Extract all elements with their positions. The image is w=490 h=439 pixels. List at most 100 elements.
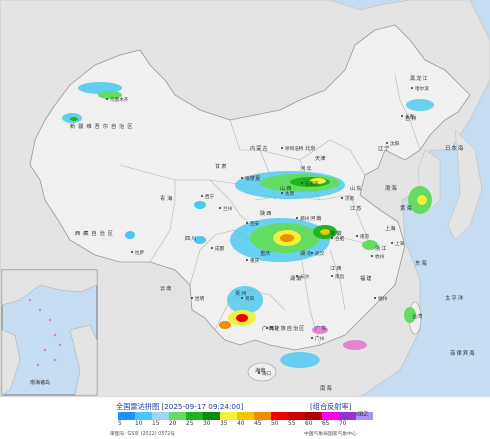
city-label: 武汉 (315, 250, 325, 257)
legend-title-row: 全国雷达拼图 [2025-09-17 09:24:00] [组合反射率] (110, 401, 370, 413)
city-label: 哈尔滨 (415, 85, 429, 92)
city-marker (246, 222, 248, 224)
city-marker (401, 115, 403, 117)
color-swatch (186, 412, 203, 420)
agency-name: 中国气象局国家气象中心 (304, 432, 357, 437)
city-label: 石家庄 (305, 180, 319, 187)
scale-tick-label: 5 (118, 421, 122, 427)
echo-north-china (235, 171, 345, 199)
echo-southwest (219, 286, 263, 329)
inset-land-sea (1, 329, 21, 396)
province-label: 甘肃 (215, 162, 227, 170)
echo-misc (125, 201, 378, 250)
color-swatch (152, 412, 169, 420)
city-marker (241, 297, 243, 299)
sea-label: 太平洋 (445, 294, 464, 302)
echo-central-china (230, 218, 337, 262)
province-label: 江苏 (350, 204, 362, 212)
city-marker (411, 87, 413, 89)
city-label: 西安 (250, 220, 260, 227)
city-marker (281, 147, 283, 149)
city-marker (241, 177, 243, 179)
province-label: 青海 (160, 194, 174, 202)
province-label: 西藏自治区 (75, 229, 116, 237)
color-swatch (356, 412, 373, 420)
sea-label: 黄海 (400, 204, 413, 212)
city-marker (131, 251, 133, 253)
province-label: 安徽 (330, 229, 342, 237)
city-label: 上海 (395, 240, 405, 247)
inset-label: 南海诸岛 (30, 379, 50, 386)
city-marker (356, 235, 358, 237)
sea-label: 日本海 (445, 144, 464, 152)
province-label: 山东 (350, 184, 362, 192)
color-swatch (305, 412, 322, 420)
scale-tick-label: 25 (186, 421, 194, 427)
sea-label: 东海 (415, 259, 428, 267)
city-marker (201, 195, 203, 197)
province-label: 辽宁 (378, 144, 390, 152)
legend-product: [组合反射率] (310, 402, 352, 411)
color-swatch (169, 412, 186, 420)
scale-tick-label: 40 (237, 421, 245, 427)
scale-tick-label: 30 (203, 421, 211, 427)
city-label: 南京 (360, 233, 370, 240)
scale-tick-label: 70 (339, 421, 347, 427)
city-marker (246, 259, 248, 261)
color-swatch (220, 412, 237, 420)
province-label: 台湾 (412, 312, 422, 320)
city-label: 济南 (345, 195, 355, 202)
city-label: 乌鲁木齐 (110, 96, 129, 103)
city-label: 太原 (285, 190, 295, 197)
province-label: 浙江 (375, 244, 387, 252)
city-label: 沈阳 (390, 140, 400, 147)
province-label: 吉林 (405, 114, 417, 122)
scale-tick-label: 50 (271, 421, 279, 427)
province-label: 宁夏 (250, 174, 261, 182)
color-swatch (118, 412, 135, 420)
inset-land-east (69, 324, 98, 396)
city-label: 杭州 (375, 253, 385, 260)
city-label: 成都 (215, 245, 225, 252)
sea-label: 南海 (320, 384, 333, 392)
scale-tick-label: 15 (152, 421, 160, 427)
province-label: 江西 (330, 265, 342, 272)
city-marker (374, 297, 376, 299)
inset-islands (28, 298, 62, 367)
province-label: 四川 (185, 235, 197, 242)
city-marker (311, 337, 313, 339)
inset-land (1, 269, 98, 306)
scale-tick-label: 20 (169, 421, 177, 427)
city-label: 海口 (262, 370, 272, 377)
province-label: 湖南 (290, 274, 302, 282)
city-label: 西宁 (205, 193, 215, 200)
color-swatch (203, 412, 220, 420)
scale-tick-label: 35 (220, 421, 228, 427)
city-marker (341, 197, 343, 199)
echo-northeast (406, 99, 434, 214)
city-label: 福州 (378, 295, 388, 302)
city-marker (211, 247, 213, 249)
city-marker (371, 255, 373, 257)
city-marker (281, 192, 283, 194)
province-label: 重庆 (260, 249, 270, 257)
legend-title: 全国雷达拼图 [2025-09-17 09:24:00] (116, 402, 244, 411)
scale-tick-label: 45 (254, 421, 262, 427)
color-scale-ticks: 5 10 15 20 25 30 35 40 45 50 55 60 65 70 (118, 421, 356, 429)
city-label: 呼和浩特 (285, 145, 304, 152)
province-label: 海南 (255, 366, 265, 374)
color-swatch (254, 412, 271, 420)
city-label: 长沙 (300, 273, 310, 280)
city-label: 广州 (315, 335, 325, 342)
scale-tick-label: 55 (288, 421, 296, 427)
province-label: 内蒙古 (250, 144, 269, 152)
province-label: 黑龙江 (410, 74, 429, 82)
city-label: 长春 (405, 113, 415, 120)
province-label: 河南 (310, 214, 322, 222)
city-marker (191, 297, 193, 299)
color-swatch (237, 412, 254, 420)
city-label: 贵阳 (245, 295, 255, 302)
city-marker (296, 275, 298, 277)
province-label: 天津 (315, 155, 325, 162)
sea-label: 渤海 (385, 184, 398, 192)
